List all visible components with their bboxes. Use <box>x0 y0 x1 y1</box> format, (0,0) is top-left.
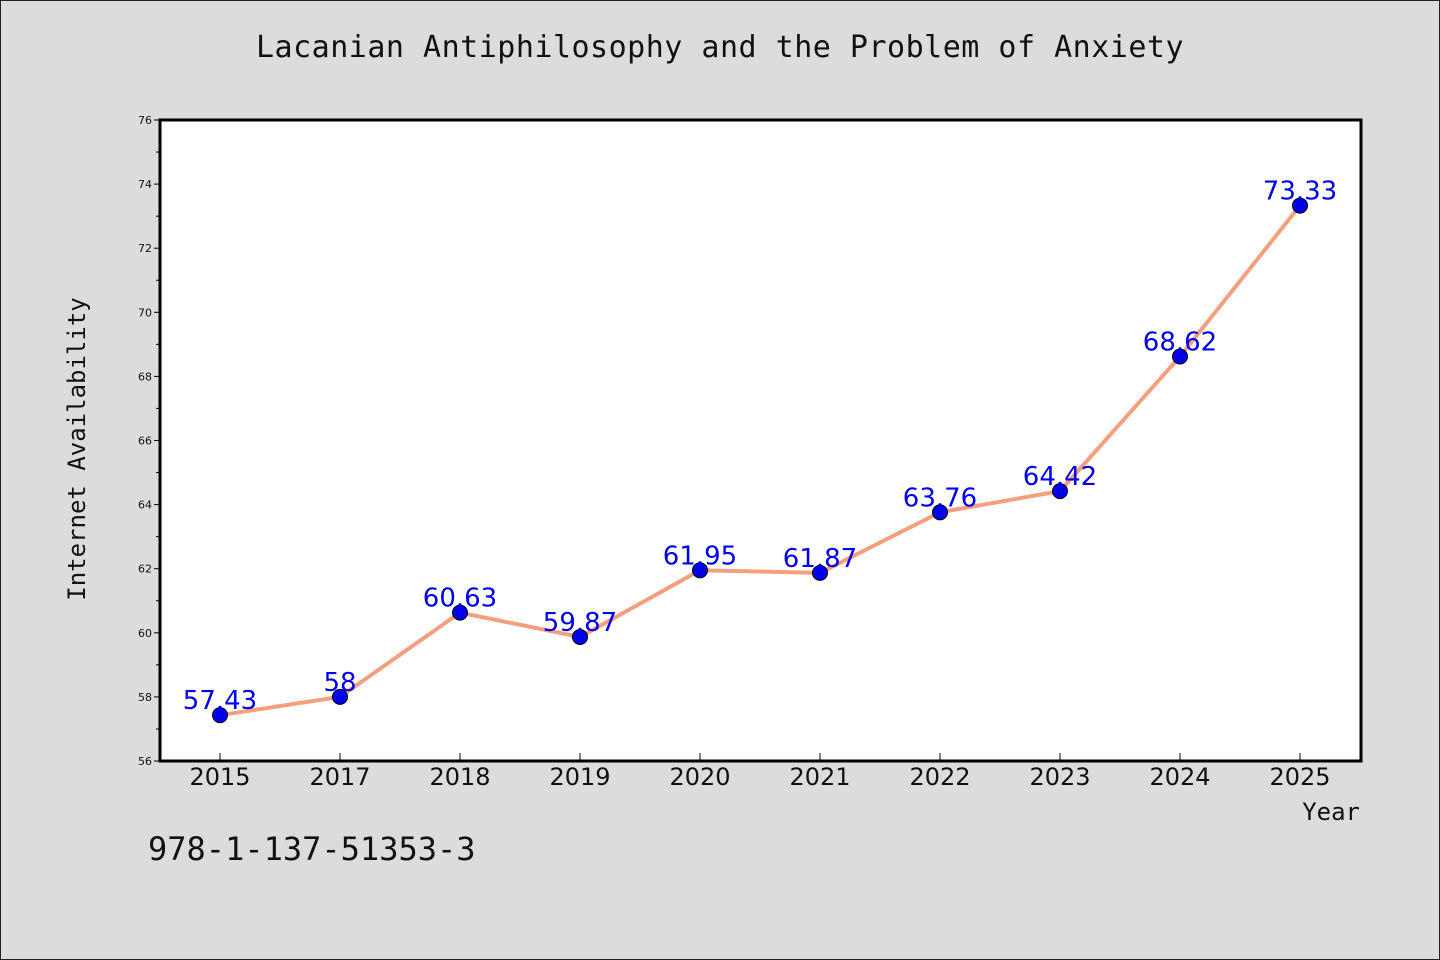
x-axis-ticks: 2015 2017 2018 2019 2020 2021 2022 2023 2024 2025 <box>189 753 1331 791</box>
isbn-text: 978-1-137-51353-3 <box>148 830 476 868</box>
y-axis-ticks: 56 58 60 62 64 66 68 70 72 74 76 <box>138 114 160 768</box>
data-point <box>932 504 948 521</box>
y-tick-label: 68 <box>138 370 152 383</box>
x-tick-label: 2017 <box>309 763 370 791</box>
data-point <box>692 562 708 579</box>
data-point <box>812 564 828 581</box>
data-point <box>452 604 468 621</box>
x-tick-label: 2022 <box>909 763 970 791</box>
data-point <box>212 707 228 724</box>
data-label: 57.43 <box>183 686 257 716</box>
data-label: 61.95 <box>663 541 737 571</box>
y-tick-label: 60 <box>138 627 152 640</box>
x-tick-label: 2019 <box>549 763 610 791</box>
plot-area <box>160 120 1361 761</box>
y-axis-label: Internet Availability <box>63 297 91 600</box>
data-point <box>572 628 588 645</box>
series-line <box>219 204 1302 718</box>
series-layer: 57.43 58 60.63 59.87 61.95 61.87 63.76 64.42 68.… <box>183 177 1337 724</box>
data-label: 73.33 <box>1263 177 1337 207</box>
x-tick-label: 2020 <box>669 763 730 791</box>
data-point <box>1052 483 1068 500</box>
data-label: 60.63 <box>423 584 497 614</box>
x-tick-label: 2025 <box>1269 763 1330 791</box>
y-tick-label: 64 <box>138 499 152 512</box>
y-tick-label: 66 <box>138 435 152 448</box>
data-label: 64.42 <box>1023 462 1097 492</box>
data-label: 59.87 <box>543 608 617 638</box>
y-tick-label: 62 <box>138 563 152 576</box>
y-tick-label: 76 <box>138 114 152 127</box>
x-tick-label: 2023 <box>1029 763 1090 791</box>
y-tick-label: 72 <box>138 242 152 255</box>
data-point <box>1172 348 1188 365</box>
x-tick-label: 2018 <box>429 763 490 791</box>
data-point <box>1292 197 1308 214</box>
x-tick-label: 2021 <box>789 763 850 791</box>
y-tick-label: 70 <box>138 306 152 319</box>
chart-title: Lacanian Antiphilosophy and the Problem … <box>255 30 1185 65</box>
x-axis-label: Year <box>1302 798 1360 826</box>
data-label: 58 <box>323 668 356 698</box>
data-label: 63.76 <box>903 483 977 513</box>
y-tick-label: 58 <box>138 691 152 704</box>
y-tick-label: 56 <box>138 755 152 768</box>
data-point <box>332 688 348 705</box>
plot-border <box>158 118 1363 763</box>
x-tick-label: 2024 <box>1149 763 1210 791</box>
x-tick-label: 2015 <box>189 763 250 791</box>
y-tick-label: 74 <box>138 178 152 191</box>
data-label: 68.62 <box>1143 328 1217 358</box>
data-label: 61.87 <box>783 544 857 574</box>
